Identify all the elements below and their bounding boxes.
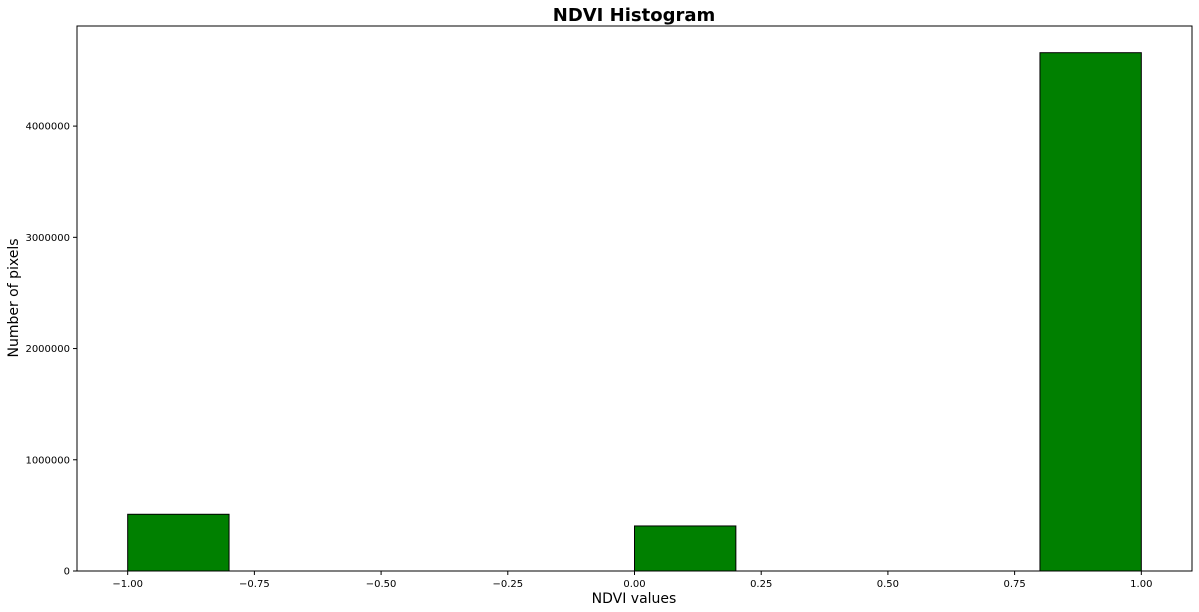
- x-tick-label: 0.75: [1003, 579, 1025, 590]
- bars-group: [127, 52, 1142, 572]
- x-tick-label: −0.50: [366, 579, 397, 590]
- x-axis-label: NDVI values: [592, 591, 677, 607]
- histogram-bar-5: [634, 525, 737, 572]
- y-tick-label: 1000000: [25, 455, 70, 466]
- x-tick-label: 0.50: [877, 579, 899, 590]
- histogram-bar-9: [1039, 52, 1142, 572]
- x-tick-label: 0.25: [750, 579, 772, 590]
- x-tick-label: −0.75: [239, 579, 270, 590]
- x-tick-label: 0.00: [623, 579, 645, 590]
- y-tick-label: 3000000: [25, 233, 70, 244]
- plot-frame: [76, 25, 1193, 572]
- x-axis-ticks: −1.00 −0.75 −0.50 −0.25 0.00 0.25 0.50 0.75 1.00: [112, 571, 1152, 590]
- y-tick-label: 2000000: [25, 344, 70, 355]
- chart-title: NDVI Histogram: [553, 5, 715, 26]
- y-axis-ticks: 0 1000000 2000000 3000000 4000000: [25, 122, 77, 578]
- y-tick-label: 4000000: [25, 122, 70, 133]
- histogram-bar-0: [127, 513, 230, 572]
- y-tick-label: 0: [64, 567, 70, 578]
- y-axis-label: Number of pixels: [6, 238, 22, 357]
- x-tick-label: −1.00: [112, 579, 143, 590]
- x-tick-label: 1.00: [1130, 579, 1152, 590]
- x-tick-label: −0.25: [492, 579, 523, 590]
